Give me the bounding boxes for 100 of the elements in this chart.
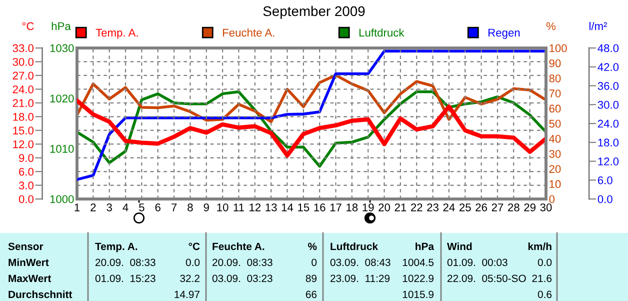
- text: hPa: [416, 242, 434, 250]
- x-tick-label: 21: [394, 203, 406, 212]
- x-tick-label: 24: [443, 203, 455, 212]
- y-tick-label: 33.0: [12, 44, 34, 52]
- x-tick-label: 18: [346, 203, 358, 212]
- legend-label: Luftdruck: [359, 28, 404, 37]
- text: °C: [188, 242, 200, 250]
- y2-tick-label: 100: [550, 44, 567, 52]
- legend-label: Regen: [488, 28, 520, 39]
- y3-axis-title: hPa: [52, 22, 71, 30]
- x-tick-label: 2: [90, 203, 96, 212]
- x-tick-label: 9: [204, 203, 209, 212]
- text: 1015.9: [402, 290, 434, 298]
- text: %: [308, 242, 317, 250]
- text: 0.0: [186, 258, 200, 266]
- y-tick-label: 18.0: [598, 138, 619, 147]
- text: 1022.9: [402, 274, 434, 282]
- x-tick-label: 27: [492, 203, 504, 212]
- x-tick-label: 4: [122, 204, 128, 212]
- text: 32.2: [180, 274, 200, 282]
- x-tick-label: 30: [540, 203, 552, 212]
- y2-tick-label: 10: [550, 180, 561, 188]
- y-tick-label: 21.0: [12, 99, 34, 108]
- x-tick-label: 10: [217, 203, 228, 212]
- text: 03.09. 03:23: [212, 274, 272, 282]
- y-axis-title: l/m²: [589, 22, 608, 30]
- y-tick-label: 12.0: [598, 158, 619, 166]
- y3-tick-label: 1000: [50, 195, 74, 204]
- y-tick-label: 0.0: [18, 195, 34, 204]
- text: MinWert: [8, 258, 49, 266]
- y2-tick-label: 40: [549, 134, 561, 143]
- x-tick-label: 22: [411, 203, 422, 212]
- text: 0: [312, 258, 317, 266]
- text: 89: [306, 274, 317, 282]
- y-tick-label: 18.0: [13, 112, 34, 121]
- y-tick-label: 27.0: [12, 72, 34, 80]
- y-tick-label: 36.0: [598, 82, 619, 90]
- text: 21.6: [532, 274, 552, 282]
- x-tick-label: 8: [188, 203, 193, 212]
- y2-tick-label: 60: [549, 104, 561, 113]
- text: Sensor: [8, 242, 44, 250]
- y3-tick-label: 1030: [50, 44, 74, 52]
- y-tick-label: 3.0: [18, 182, 34, 190]
- x-tick-label: 25: [460, 203, 471, 212]
- y-tick-label: 24.0: [598, 120, 619, 128]
- y-tick-label: 42.0: [598, 63, 619, 72]
- x-tick-label: 3: [106, 203, 112, 212]
- line-series: [77, 98, 546, 158]
- x-tick-label: 5: [139, 204, 144, 212]
- y-tick-label: 6.0: [598, 176, 612, 184]
- x-tick-label: 29: [524, 203, 536, 212]
- x-tick-label: 7: [172, 204, 177, 212]
- text: Wind: [447, 242, 472, 250]
- legend-label: Temp. A.: [96, 28, 138, 39]
- text: 66: [306, 290, 317, 298]
- y2-tick-label: 50: [549, 120, 561, 128]
- x-tick-label: 23: [427, 203, 438, 212]
- x-tick-label: 13: [266, 203, 277, 212]
- text: 20.09. 08:33: [212, 258, 272, 266]
- text: 1004.5: [402, 258, 434, 266]
- chart-title: September 2009: [263, 6, 365, 19]
- text: km/h: [528, 242, 552, 250]
- y-axis-title: °C: [22, 22, 34, 30]
- text: Luftdruck: [330, 242, 378, 250]
- y3-tick-label: 1020: [50, 94, 74, 102]
- text: 0.6: [538, 290, 552, 298]
- x-tick-label: 16: [314, 203, 326, 212]
- text: 01.09. 15:23: [95, 274, 156, 282]
- x-tick-label: 28: [508, 203, 520, 212]
- legend-label: Feuchte A.: [223, 28, 274, 37]
- text: 03.09. 08:43: [330, 258, 390, 266]
- y3-tick-label: 1010: [50, 144, 74, 153]
- y2-tick-label: 0: [549, 195, 555, 204]
- x-tick-label: 12: [250, 203, 261, 212]
- x-tick-label: 14: [282, 204, 294, 212]
- text: 14.97: [174, 290, 200, 298]
- y2-axis-title: %: [546, 22, 556, 30]
- y-tick-label: 15.0: [13, 126, 34, 134]
- y-tick-label: 30.0: [598, 100, 619, 109]
- x-tick-label: 20: [378, 203, 390, 212]
- y-tick-label: 0.0: [598, 195, 612, 204]
- y-tick-label: 48.0: [598, 44, 619, 52]
- x-tick-label: 19: [362, 203, 374, 212]
- y-tick-label: 24.0: [12, 85, 34, 94]
- y-tick-label: 30.0: [12, 58, 34, 66]
- y2-tick-label: 70: [549, 90, 561, 98]
- y-tick-label: 6.0: [19, 168, 34, 176]
- text: Feuchte A.: [212, 242, 264, 250]
- text: Durchschnitt: [8, 290, 72, 298]
- x-tick-label: 6: [155, 203, 160, 212]
- text: 01.09. 00:03: [447, 258, 508, 266]
- text: 0.0: [538, 258, 552, 266]
- x-tick-label: 26: [476, 203, 487, 212]
- text: Temp. A.: [95, 242, 138, 252]
- line-series: [77, 50, 546, 181]
- y-tick-label: 9.0: [19, 154, 34, 162]
- x-tick-label: 11: [234, 204, 244, 212]
- text: 22.09. 05:50-SO: [448, 274, 526, 282]
- y-tick-label: 12.0: [13, 140, 34, 148]
- text: 23.09. 11:29: [330, 274, 390, 282]
